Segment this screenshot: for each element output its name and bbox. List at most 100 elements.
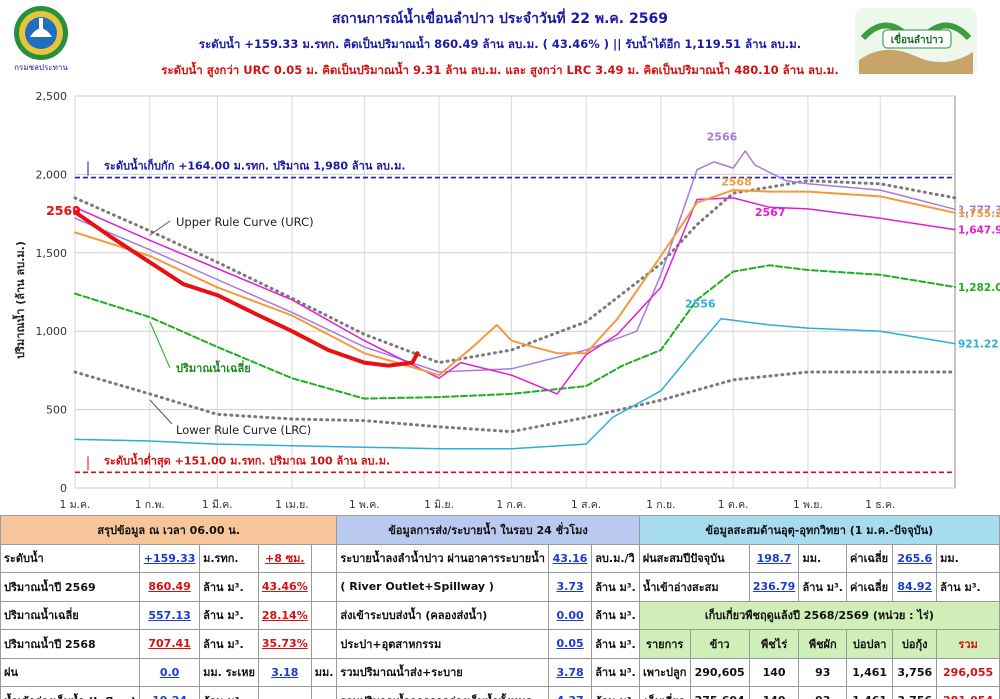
crops-value: 140 bbox=[748, 686, 800, 699]
summary-value-2 bbox=[257, 686, 312, 699]
y-tick-label: 1,000 bbox=[36, 325, 68, 338]
y-axis: 0 500 1,000 1,500 2,000 2,500 bbox=[36, 90, 68, 495]
series-line-2556 bbox=[74, 317, 956, 450]
series-name-label: 2566 bbox=[707, 131, 738, 144]
release-label: ประปา+อุตสาหกรรม bbox=[336, 629, 549, 659]
logo-caption: กรมชลประทาน bbox=[14, 63, 68, 72]
crops-value: 296,055 bbox=[936, 657, 1000, 687]
hydro-avg-unit: มม. bbox=[936, 543, 1000, 573]
urc-pointer bbox=[149, 220, 171, 236]
release-value: 3.78 bbox=[547, 657, 593, 687]
x-tick-label: 1 ต.ค. bbox=[718, 499, 749, 511]
x-axis: 1 ม.ค. 1 ก.พ. 1 มี.ค. 1 เม.ย. 1 พ.ค. 1 มิ.ย. 1… bbox=[60, 498, 896, 511]
series-end-label: 921.22 bbox=[958, 339, 999, 351]
rid-logo: กรมชลประทาน bbox=[14, 6, 68, 72]
series-line-เฉลี่ย bbox=[74, 264, 956, 400]
summary-value: 707.41 bbox=[139, 629, 201, 659]
crops-column-header: ข้าว bbox=[689, 629, 750, 659]
hydro-avg-label: ค่าเฉลี่ย bbox=[846, 572, 894, 602]
release-unit: ล้าน ม³. bbox=[591, 572, 640, 602]
summary-value-2: 35.73% bbox=[257, 629, 312, 659]
series-name-label: 2567 bbox=[755, 206, 786, 219]
release-header: ข้อมูลการส่ง/ระบายน้ำ ในรอบ 24 ชั่วโมง bbox=[336, 515, 640, 545]
summary-unit-2 bbox=[310, 543, 338, 573]
crops-header: เก็บเกี่ยวพืชฤดูแล้งปี 2568/2569 (หน่วย … bbox=[638, 600, 1000, 630]
crops-value: 3,756 bbox=[892, 657, 938, 687]
hydro-avg: 84.92 bbox=[892, 572, 938, 602]
series-line-2569 bbox=[73, 210, 420, 368]
release-value: 43.16 bbox=[547, 543, 593, 573]
y-tick-label: 0 bbox=[60, 482, 67, 495]
summary-label: น้ำเข้าอ่างเก็บน้ำ (Inflow) bbox=[0, 686, 141, 699]
series-name-label: 2568 bbox=[721, 175, 752, 188]
reference-label: ระดับน้ำเก็บกัก +164.00 ม.รทก. ปริมาณ 1,… bbox=[104, 158, 406, 173]
release-value: 0.00 bbox=[547, 600, 593, 630]
x-tick-label: 1 ก.ค. bbox=[496, 499, 526, 511]
urc-label: Upper Rule Curve (URC) bbox=[176, 215, 314, 229]
series-line-2567 bbox=[74, 197, 956, 395]
series-line-URC bbox=[73, 179, 957, 365]
summary-header: สรุปข้อมูล ณ เวลา 06.00 น. bbox=[0, 515, 338, 545]
crops-column-header: พืชผัก bbox=[798, 629, 848, 659]
hydro-value: 236.79 bbox=[748, 572, 800, 602]
avg-label: ปริมาณน้ำเฉลี่ย bbox=[176, 360, 251, 375]
release-value: 3.73 bbox=[547, 572, 593, 602]
crops-row-label: เก็บเกี่ยว bbox=[638, 686, 691, 699]
x-tick-label: 1 เม.ย. bbox=[275, 499, 308, 511]
crops-column-header: บ่อกุ้ง bbox=[892, 629, 938, 659]
summary-value: +159.33 bbox=[139, 543, 201, 573]
y-axis-label: ปริมาณน้ำ (ล้าน ลบ.ม.) bbox=[12, 241, 27, 359]
crops-column-header: บ่อปลา bbox=[846, 629, 894, 659]
hydro-label: น้ำเข้าอ่างสะสม bbox=[638, 572, 750, 602]
release-label: ( River Outlet+Spillway ) bbox=[336, 572, 549, 602]
lrc-pointer bbox=[149, 399, 173, 425]
y-tick-label: 1,500 bbox=[36, 247, 68, 260]
dam-logo-caption: เขื่อนลำปาว bbox=[891, 32, 944, 46]
hydro-label: ฝนสะสมปีปัจจุบัน bbox=[638, 543, 750, 573]
table-row: ฝน 0.0 มม. ระเหย 3.18 มม. รวมปริมาณน้ำส่ง+ระบ… bbox=[0, 657, 1000, 687]
end-labels: 1,282.06 921.22 1,777.39 1,647.93 1,755.20 bbox=[958, 204, 1000, 350]
series-lines bbox=[73, 150, 957, 450]
crops-value: 275,604 bbox=[689, 686, 750, 699]
release-unit: ลบ.ม./วิ bbox=[591, 543, 640, 573]
release-label: ส่งเข้าระบบส่งน้ำ (คลองส่งน้ำ) bbox=[336, 600, 549, 630]
release-unit: ล้าน ม³. bbox=[591, 686, 640, 699]
series-line-2568 bbox=[74, 189, 956, 377]
x-tick-label: 1 ก.พ. bbox=[135, 499, 165, 511]
crops-value: 281,054 bbox=[936, 686, 1000, 699]
page-title: สถานการณ์น้ำเขื่อนลำปาว ประจำวันที่ 22 พ… bbox=[332, 11, 668, 27]
hydro-avg: 265.6 bbox=[892, 543, 938, 573]
series-end-label: 1,755.20 bbox=[958, 208, 1000, 220]
release-unit: ล้าน ม³. bbox=[591, 600, 640, 630]
summary-unit-2: มม. bbox=[310, 657, 338, 687]
y-tick-label: 2,000 bbox=[36, 168, 68, 181]
x-tick-label: 1 พ.ย. bbox=[793, 499, 823, 511]
crops-value: 93 bbox=[798, 686, 848, 699]
chart-grid bbox=[74, 95, 955, 489]
series-name-label: 2569 bbox=[46, 203, 81, 218]
summary-unit-2 bbox=[310, 686, 338, 699]
summary-value: 860.49 bbox=[139, 572, 201, 602]
hydro-header: ข้อมูลสะสมด้านอุตุ-อุทกวิทยา (1 ม.ค.-ปัจ… bbox=[638, 515, 1000, 545]
table-row: สรุปข้อมูล ณ เวลา 06.00 น. ข้อมูลการส่ง/ร… bbox=[0, 515, 1000, 545]
summary-label: ปริมาณน้ำปี 2568 bbox=[0, 629, 141, 659]
summary-label: ฝน bbox=[0, 657, 141, 687]
summary-unit-2 bbox=[310, 629, 338, 659]
release-value: 0.05 bbox=[547, 629, 593, 659]
crops-column-header: รวม bbox=[936, 629, 1000, 659]
release-label: รวมปริมาณน้ำส่ง+ระบาย bbox=[336, 657, 549, 687]
hydro-unit: มม. bbox=[798, 543, 848, 573]
summary-unit: ม.รทก. bbox=[199, 543, 259, 573]
summary-value-2: 43.46% bbox=[257, 572, 312, 602]
release-label: รวมปริมาณน้ำออกจากอ่างเก็บน้ำทั้งหมด bbox=[336, 686, 549, 699]
annotations: 2569 2566 2568 2567 2556 Upper Rule Curve (UR… bbox=[46, 131, 785, 437]
summary-value-2: 3.18 bbox=[257, 657, 312, 687]
crops-value: 1,461 bbox=[846, 657, 894, 687]
table-row: น้ำเข้าอ่างเก็บน้ำ (Inflow)19.24ล้าน ม³.… bbox=[0, 686, 1000, 699]
series-line-LRC bbox=[73, 370, 957, 434]
summary-unit-2 bbox=[310, 600, 338, 630]
x-tick-label: 1 พ.ค. bbox=[349, 499, 380, 511]
summary-value-2: +8 ซม. bbox=[257, 543, 312, 573]
summary-unit: ล้าน ม³. bbox=[199, 600, 259, 630]
